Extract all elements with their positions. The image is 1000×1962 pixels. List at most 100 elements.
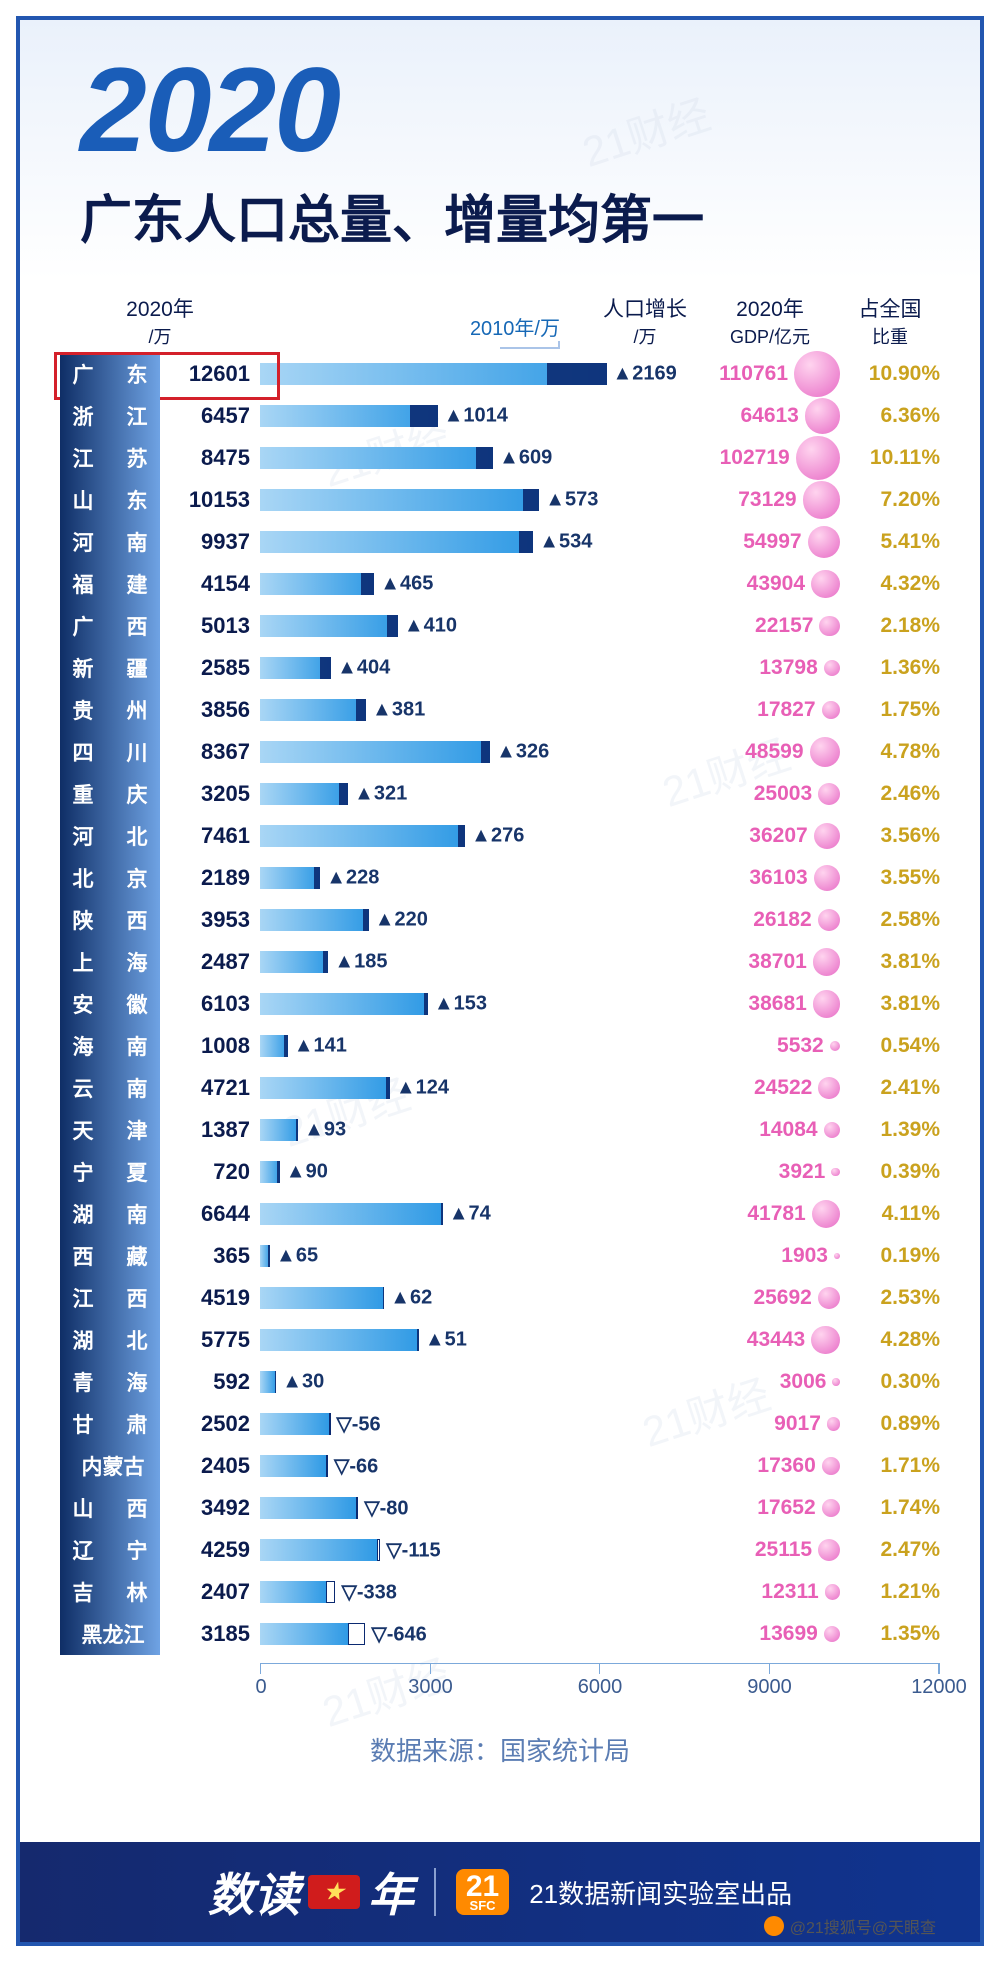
pop2020-value: 4259 [160,1537,260,1563]
share-value: 0.39% [840,1160,940,1184]
province-name: 云 南 [60,1067,160,1109]
province-name: 山 西 [60,1487,160,1529]
bar-2020 [260,1203,443,1225]
pop2020-value: 3185 [160,1621,260,1647]
bar-2010 [326,1581,335,1603]
data-row: 广 西5013▲410221572.18% [60,605,940,647]
province-name: 北 京 [60,857,160,899]
bar-2020 [260,489,539,511]
gdp-cell: 12311 [700,1580,840,1604]
growth-marker: ▲465 [380,573,433,596]
bar-2020 [260,741,490,763]
axis-label: 9000 [747,1676,792,1699]
share-value: 2.46% [840,782,940,806]
gdp-value: 25692 [753,1286,811,1310]
share-value: 3.81% [840,950,940,974]
bar-2020 [260,825,465,847]
growth-marker: ▲65 [276,1245,318,1268]
pop2020-value: 1387 [160,1117,260,1143]
bar-2020 [260,615,398,637]
pop2020-value: 6103 [160,991,260,1017]
data-row: 吉 林2407▽-338123111.21% [60,1571,940,1613]
gdp-bubble [824,1626,840,1642]
growth-marker: ▲62 [390,1287,432,1310]
gdp-value: 3006 [780,1370,827,1394]
pop2020-value: 3205 [160,781,260,807]
gdp-bubble [803,481,840,518]
bar-cell: ▲90 [260,1151,590,1193]
pop2020-value: 8367 [160,739,260,765]
province-name: 广 西 [60,605,160,647]
gdp-cell: 25003 [700,782,840,806]
pop2020-value: 2405 [160,1453,260,1479]
province-name: 安 徽 [60,983,160,1025]
province-name: 山 东 [60,479,160,521]
bar-2020 [260,447,493,469]
gdp-value: 73129 [738,488,796,512]
bar-2010 [326,1455,328,1477]
gdp-bubble [808,526,840,558]
bar-cell: ▲93 [260,1109,590,1151]
growth-marker: ▽-56 [336,1412,380,1437]
province-name: 河 南 [60,521,160,563]
pop2020-value: 2502 [160,1411,260,1437]
province-name: 湖 北 [60,1319,160,1361]
province-name: 福 建 [60,563,160,605]
share-value: 1.21% [840,1580,940,1604]
growth-marker: ▲141 [294,1035,347,1058]
gdp-cell: 43904 [700,570,840,599]
pop2020-value: 3856 [160,697,260,723]
data-row: 北 京2189▲228361033.55% [60,857,940,899]
bar-2010 [275,1371,276,1393]
growth-marker: ▽-115 [386,1538,440,1563]
bar-2010 [377,1539,380,1561]
gdp-cell: 38681 [700,990,840,1017]
bar-cell: ▲321 [260,773,590,815]
share-value: 1.36% [840,656,940,680]
growth-marker: ▲74 [449,1203,491,1226]
bar-2010 [284,1035,288,1057]
bar-cell: ▽-66 [260,1445,590,1487]
data-row: 四 川8367▲326485994.78% [60,731,940,773]
data-row: 海 南1008▲14155320.54% [60,1025,940,1067]
header-gdp: 2020年GDP/亿元 [700,293,840,349]
bar-cell: ▲1014 [260,395,590,437]
bar-2010 [356,1497,358,1519]
pop2020-value: 1008 [160,1033,260,1059]
gdp-bubble [805,398,840,433]
gdp-cell: 17360 [700,1454,840,1478]
bar-2010 [363,909,369,931]
data-row: 辽 宁4259▽-115251152.47% [60,1529,940,1571]
bar-2020 [260,573,374,595]
bar-2010 [547,363,607,385]
bar-2010 [476,447,493,469]
gdp-value: 64613 [740,404,798,428]
bar-2010 [410,405,438,427]
growth-marker: ▽-646 [371,1622,426,1647]
data-row: 安 徽6103▲153386813.81% [60,983,940,1025]
gdp-cell: 17652 [700,1496,840,1520]
bar-2010 [441,1203,443,1225]
pop2020-value: 6644 [160,1201,260,1227]
gdp-bubble [811,570,840,599]
bar-2010 [348,1623,366,1645]
pop2020-value: 4154 [160,571,260,597]
province-name: 辽 宁 [60,1529,160,1571]
province-name: 宁 夏 [60,1151,160,1193]
share-value: 5.41% [840,530,940,554]
province-name: 内蒙古 [60,1445,160,1487]
bar-cell: ▲276 [260,815,590,857]
gdp-cell: 25115 [700,1538,840,1562]
gdp-cell: 13699 [700,1622,840,1646]
gdp-bubble [810,737,840,767]
data-row: 河 北7461▲276362073.56% [60,815,940,857]
gdp-value: 12311 [761,1580,818,1604]
share-value: 2.41% [840,1076,940,1100]
share-value: 2.53% [840,1286,940,1310]
bar-2020 [260,531,533,553]
share-value: 4.28% [840,1328,940,1352]
axis-tick: 12000 [938,1664,940,1674]
bar-cell: ▲153 [260,983,590,1025]
pop2020-value: 2487 [160,949,260,975]
gdp-cell: 41781 [700,1200,840,1228]
